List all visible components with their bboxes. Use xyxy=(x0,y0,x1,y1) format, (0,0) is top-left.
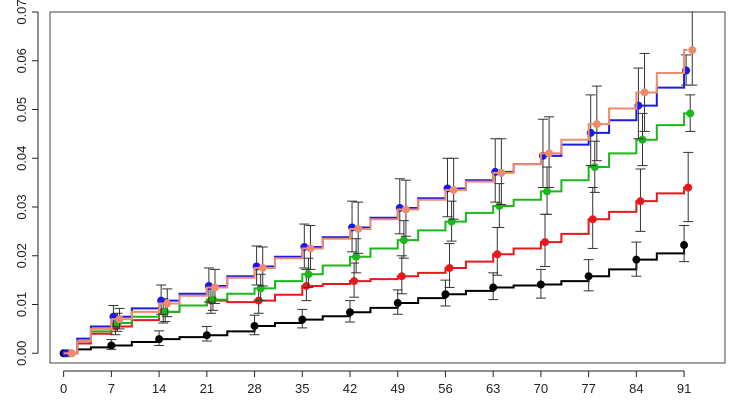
plot-area xyxy=(49,11,726,364)
data-point xyxy=(588,215,597,224)
x-tick-label: 49 xyxy=(390,381,404,396)
data-point xyxy=(584,272,593,281)
y-axis: 0.00 0.01 0.02 0.03 0.04 0.05 0.06 0.07 xyxy=(14,0,39,366)
data-point xyxy=(441,290,450,299)
data-point xyxy=(401,205,410,214)
x-axis: 0 7 14 21 28 35 42 49 56 63 70 77 84 91 xyxy=(60,370,691,396)
x-tick-label: 14 xyxy=(152,381,166,396)
x-tick-label: 21 xyxy=(200,381,214,396)
series-3 xyxy=(63,94,696,358)
data-point xyxy=(590,163,599,172)
series-line xyxy=(63,49,688,355)
data-point xyxy=(545,149,554,158)
data-point xyxy=(155,335,164,344)
data-point xyxy=(536,280,545,289)
data-point xyxy=(449,185,458,194)
x-tick-label: 63 xyxy=(486,381,500,396)
x-tick-label: 7 xyxy=(108,381,115,396)
data-point xyxy=(211,283,219,292)
data-point xyxy=(680,241,689,250)
y-tick-label: 0.05 xyxy=(14,97,29,122)
data-point xyxy=(541,238,549,247)
data-point xyxy=(497,168,506,177)
y-tick-label: 0.01 xyxy=(14,292,29,317)
data-point xyxy=(202,331,211,340)
data-point xyxy=(354,224,363,233)
data-point xyxy=(638,135,647,144)
data-point xyxy=(350,277,359,286)
y-tick-label: 0.00 xyxy=(14,341,29,366)
data-point xyxy=(107,341,116,350)
data-point xyxy=(636,197,645,206)
plot-frame xyxy=(49,11,726,364)
data-point xyxy=(397,272,406,281)
data-point xyxy=(298,315,307,324)
y-tick-label: 0.03 xyxy=(14,194,29,219)
x-tick-label: 35 xyxy=(295,381,309,396)
series-2 xyxy=(63,151,694,358)
data-point xyxy=(632,255,641,264)
data-point xyxy=(399,236,408,245)
x-tick-label: 77 xyxy=(581,381,595,396)
data-point xyxy=(684,183,693,192)
series-5 xyxy=(63,11,698,358)
data-point xyxy=(304,270,313,279)
data-point xyxy=(352,252,361,261)
y-tick-label: 0.07 xyxy=(14,0,29,25)
x-tick-label: 84 xyxy=(629,381,643,396)
x-tick-label: 42 xyxy=(343,381,357,396)
data-point xyxy=(688,46,697,55)
data-point xyxy=(258,263,267,272)
data-point xyxy=(67,349,76,358)
series-line xyxy=(63,112,688,355)
data-point xyxy=(543,187,552,196)
data-point xyxy=(163,299,172,308)
x-tick-label: 56 xyxy=(438,381,452,396)
data-point xyxy=(640,88,649,97)
data-point xyxy=(115,315,124,324)
data-point xyxy=(493,250,502,259)
x-tick-label: 28 xyxy=(247,381,261,396)
data-point xyxy=(306,244,315,253)
data-point xyxy=(250,321,259,330)
data-point xyxy=(445,263,454,272)
y-tick-label: 0.06 xyxy=(14,48,29,73)
data-point xyxy=(393,299,402,308)
series-line xyxy=(63,186,688,355)
x-tick-label: 0 xyxy=(60,381,67,396)
data-point xyxy=(489,283,498,292)
y-tick-label: 0.04 xyxy=(14,146,29,171)
x-tick-label: 91 xyxy=(677,381,691,396)
data-point xyxy=(447,217,456,226)
y-tick-label: 0.02 xyxy=(14,243,29,268)
x-tick-label: 70 xyxy=(534,381,548,396)
series-1 xyxy=(59,225,690,358)
data-point xyxy=(592,120,601,129)
data-point xyxy=(686,109,695,118)
data-point xyxy=(346,308,354,317)
